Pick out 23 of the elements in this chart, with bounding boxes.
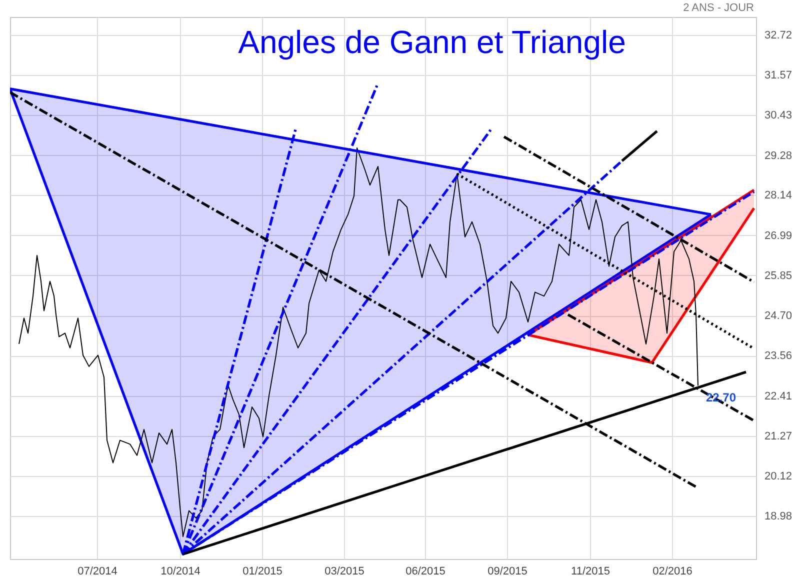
x-tick-label: 07/2014 (78, 566, 118, 578)
chart-subtitle: 2 ANS - JOUR (683, 2, 754, 14)
y-tick-label: 25.85 (764, 270, 792, 282)
x-tick-label: 03/2015 (324, 566, 364, 578)
x-tick-label: 10/2014 (160, 566, 200, 578)
y-tick-label: 23.56 (764, 350, 792, 362)
x-tick-label: 02/2016 (652, 566, 692, 578)
x-tick-label: 11/2015 (571, 566, 610, 578)
y-tick-label: 20.12 (764, 470, 792, 483)
y-tick-label: 31.57 (764, 70, 792, 82)
y-tick-label: 18.98 (764, 510, 792, 522)
y-tick-label: 22.41 (764, 390, 792, 402)
x-tick-label: 01/2015 (242, 566, 282, 578)
chart-title: Angles de Gann et Triangle (238, 24, 626, 60)
y-tick-label: 30.43 (764, 110, 792, 122)
x-tick-label: 09/2015 (488, 566, 528, 578)
x-tick-label: 06/2015 (406, 566, 446, 578)
y-tick-label: 28.14 (764, 190, 792, 202)
y-tick-label: 24.70 (764, 310, 792, 322)
y-tick-label: 29.28 (764, 150, 792, 162)
y-tick-label: 32.72 (764, 29, 792, 42)
y-tick-label: 26.99 (764, 230, 792, 242)
y-tick-label: 21.27 (764, 430, 792, 442)
